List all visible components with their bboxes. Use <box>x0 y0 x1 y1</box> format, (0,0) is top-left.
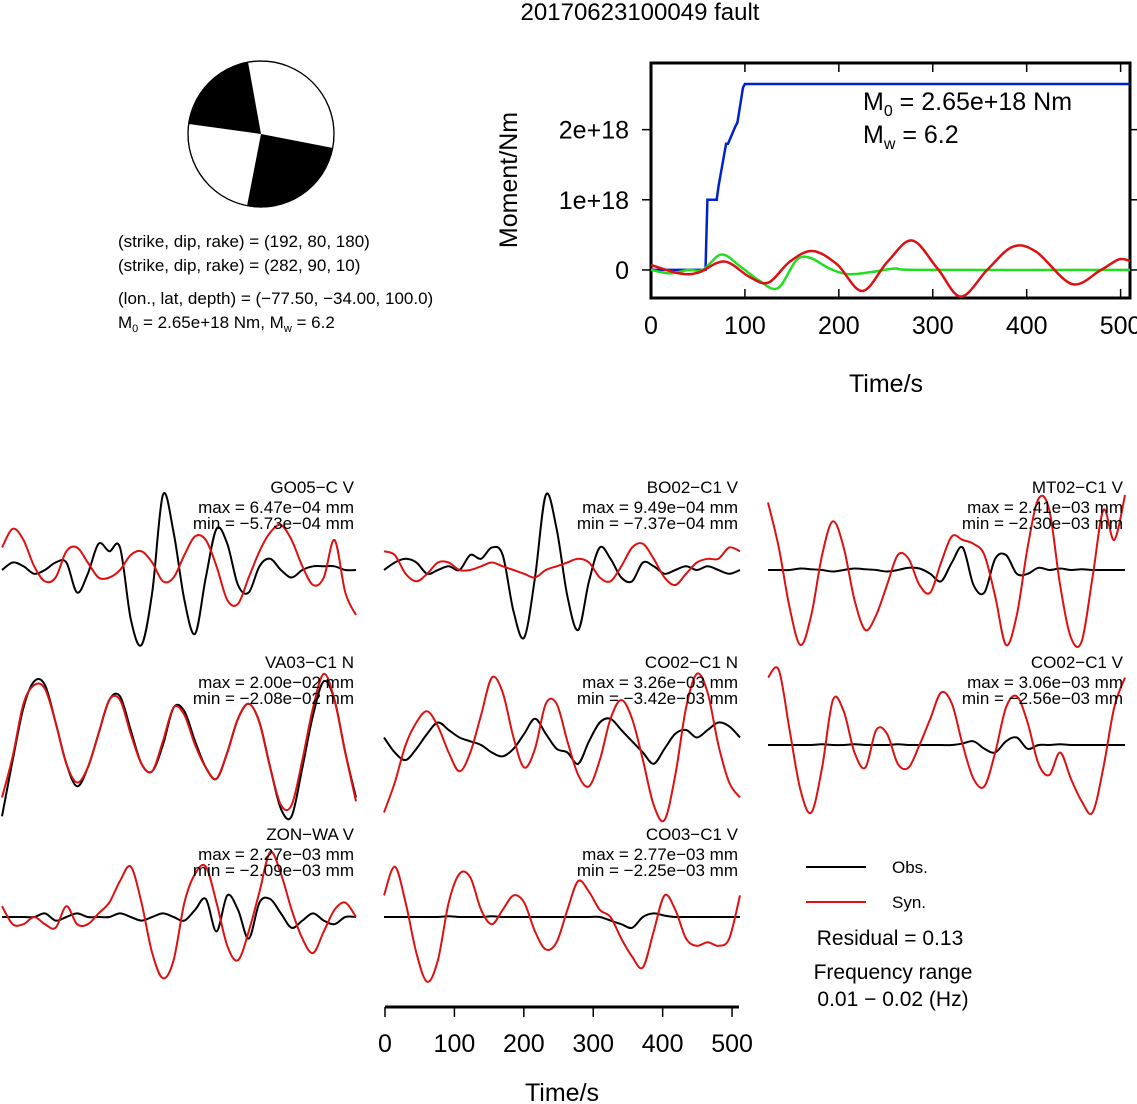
min-amplitude: min = −5.73e−04 mm <box>193 514 354 533</box>
min-amplitude: min = −2.25e−03 mm <box>577 861 738 880</box>
legend: Obs. Syn. <box>806 858 928 912</box>
min-amplitude: min = −2.08e−02 mm <box>193 689 354 708</box>
station-label: CO02−C1 N <box>645 653 738 672</box>
station-label: ZON−WA V <box>266 825 354 844</box>
max-amplitude: max = 3.26e−03 mm <box>582 673 738 692</box>
station-label: VA03−C1 N <box>265 653 354 672</box>
waveform-x-tick-label: 0 <box>378 1030 392 1058</box>
waveform-x-tick-label: 200 <box>503 1030 545 1058</box>
min-amplitude: min = −2.30e−03 mm <box>962 514 1123 533</box>
station-label: CO02−C1 V <box>1031 653 1124 672</box>
moment-y-tick-label: 1e+18 <box>559 187 629 215</box>
waveform-x-tick-label: 400 <box>642 1030 684 1058</box>
moment-x-label: Time/s <box>849 370 923 398</box>
obs-trace <box>384 912 740 930</box>
moment-y-tick-label: 0 <box>615 257 629 285</box>
syn-trace <box>383 542 741 587</box>
min-amplitude: min = −2.56e−03 mm <box>962 689 1123 708</box>
moment-summary: M0 = 2.65e+18 Nm, Mw = 6.2 <box>118 313 335 335</box>
station-label: GO05−C V <box>270 478 354 497</box>
obs-trace <box>383 717 741 765</box>
max-amplitude: max = 2.00e−02 mm <box>198 673 354 692</box>
max-amplitude: max = 2.27e−03 mm <box>198 845 354 864</box>
moment-series-green <box>650 253 1131 291</box>
syn-trace <box>1 672 357 812</box>
syn-trace <box>767 494 1126 648</box>
moment-y-tick-label: 2e+18 <box>559 117 629 145</box>
moment-x-tick-label: 300 <box>912 312 954 340</box>
moment-y-label: Moment/Nm <box>495 112 523 248</box>
figure-title: 20170623100049 fault <box>521 0 760 26</box>
moment-x-tick-label: 500 <box>1100 312 1137 340</box>
nodal-plane-2: (strike, dip, rake) = (282, 90, 10) <box>118 256 360 275</box>
moment-series <box>650 82 1131 298</box>
max-amplitude: max = 3.06e−03 mm <box>967 673 1123 692</box>
moment-annotation-mw: Mw = 6.2 <box>863 121 959 153</box>
waveform-x-label: Time/s <box>525 1079 599 1104</box>
syn-trace <box>383 865 741 983</box>
min-amplitude: min = −2.09e−03 mm <box>193 861 354 880</box>
moment-chart: 0 100 200 300 400 500 0 1e+18 2e+18 M0 = 2.65e+1… <box>495 61 1137 398</box>
moment-x-tick-label: 0 <box>644 312 658 340</box>
waveform-time-axis: 0 100 200 300 400 500 <box>378 1005 753 1058</box>
frequency-range-value: 0.01 − 0.02 (Hz) <box>817 988 968 1011</box>
max-amplitude: max = 9.49e−04 mm <box>582 498 738 517</box>
moment-series-red <box>650 239 1131 298</box>
min-amplitude: min = −3.42e−03 mm <box>577 689 738 708</box>
obs-trace <box>768 545 1125 596</box>
syn-trace <box>383 672 741 823</box>
hypocenter-location: (lon., lat, depth) = (−77.50, −34.00, 10… <box>118 289 433 308</box>
obs-trace <box>383 492 741 640</box>
moment-x-tick-label: 400 <box>1006 312 1048 340</box>
moment-x-tick-label: 100 <box>724 312 766 340</box>
station-label: BO02−C1 V <box>647 478 739 497</box>
beachball-icon <box>187 60 335 208</box>
frequency-range-label: Frequency range <box>814 961 973 984</box>
max-amplitude: max = 2.77e−03 mm <box>582 845 738 864</box>
nodal-plane-1: (strike, dip, rake) = (192, 80, 180) <box>118 232 370 251</box>
syn-trace <box>767 666 1126 815</box>
residual-text: Residual = 0.13 <box>817 927 964 950</box>
moment-annotation-m0: M0 = 2.65e+18 Nm <box>863 88 1072 120</box>
moment-plot-frame <box>649 61 1132 300</box>
moment-axes: 0 100 200 300 400 500 0 1e+18 2e+18 <box>559 63 1137 340</box>
mechanism-info: (strike, dip, rake) = (192, 80, 180) (st… <box>118 232 433 335</box>
station-label: MT02−C1 V <box>1032 478 1124 497</box>
max-amplitude: max = 2.41e−03 mm <box>967 498 1123 517</box>
syn-trace <box>1 523 357 616</box>
waveform-x-tick-label: 100 <box>434 1030 476 1058</box>
max-amplitude: max = 6.47e−04 mm <box>198 498 354 517</box>
legend-obs-label: Obs. <box>892 858 928 877</box>
moment-x-tick-label: 200 <box>818 312 860 340</box>
obs-trace <box>768 736 1125 754</box>
legend-syn-label: Syn. <box>892 893 926 912</box>
syn-trace <box>1 850 357 980</box>
waveform-x-tick-label: 300 <box>572 1030 614 1058</box>
waveform-x-tick-label: 500 <box>711 1030 753 1058</box>
station-label: CO03−C1 V <box>646 825 739 844</box>
min-amplitude: min = −7.37e−04 mm <box>577 514 738 533</box>
